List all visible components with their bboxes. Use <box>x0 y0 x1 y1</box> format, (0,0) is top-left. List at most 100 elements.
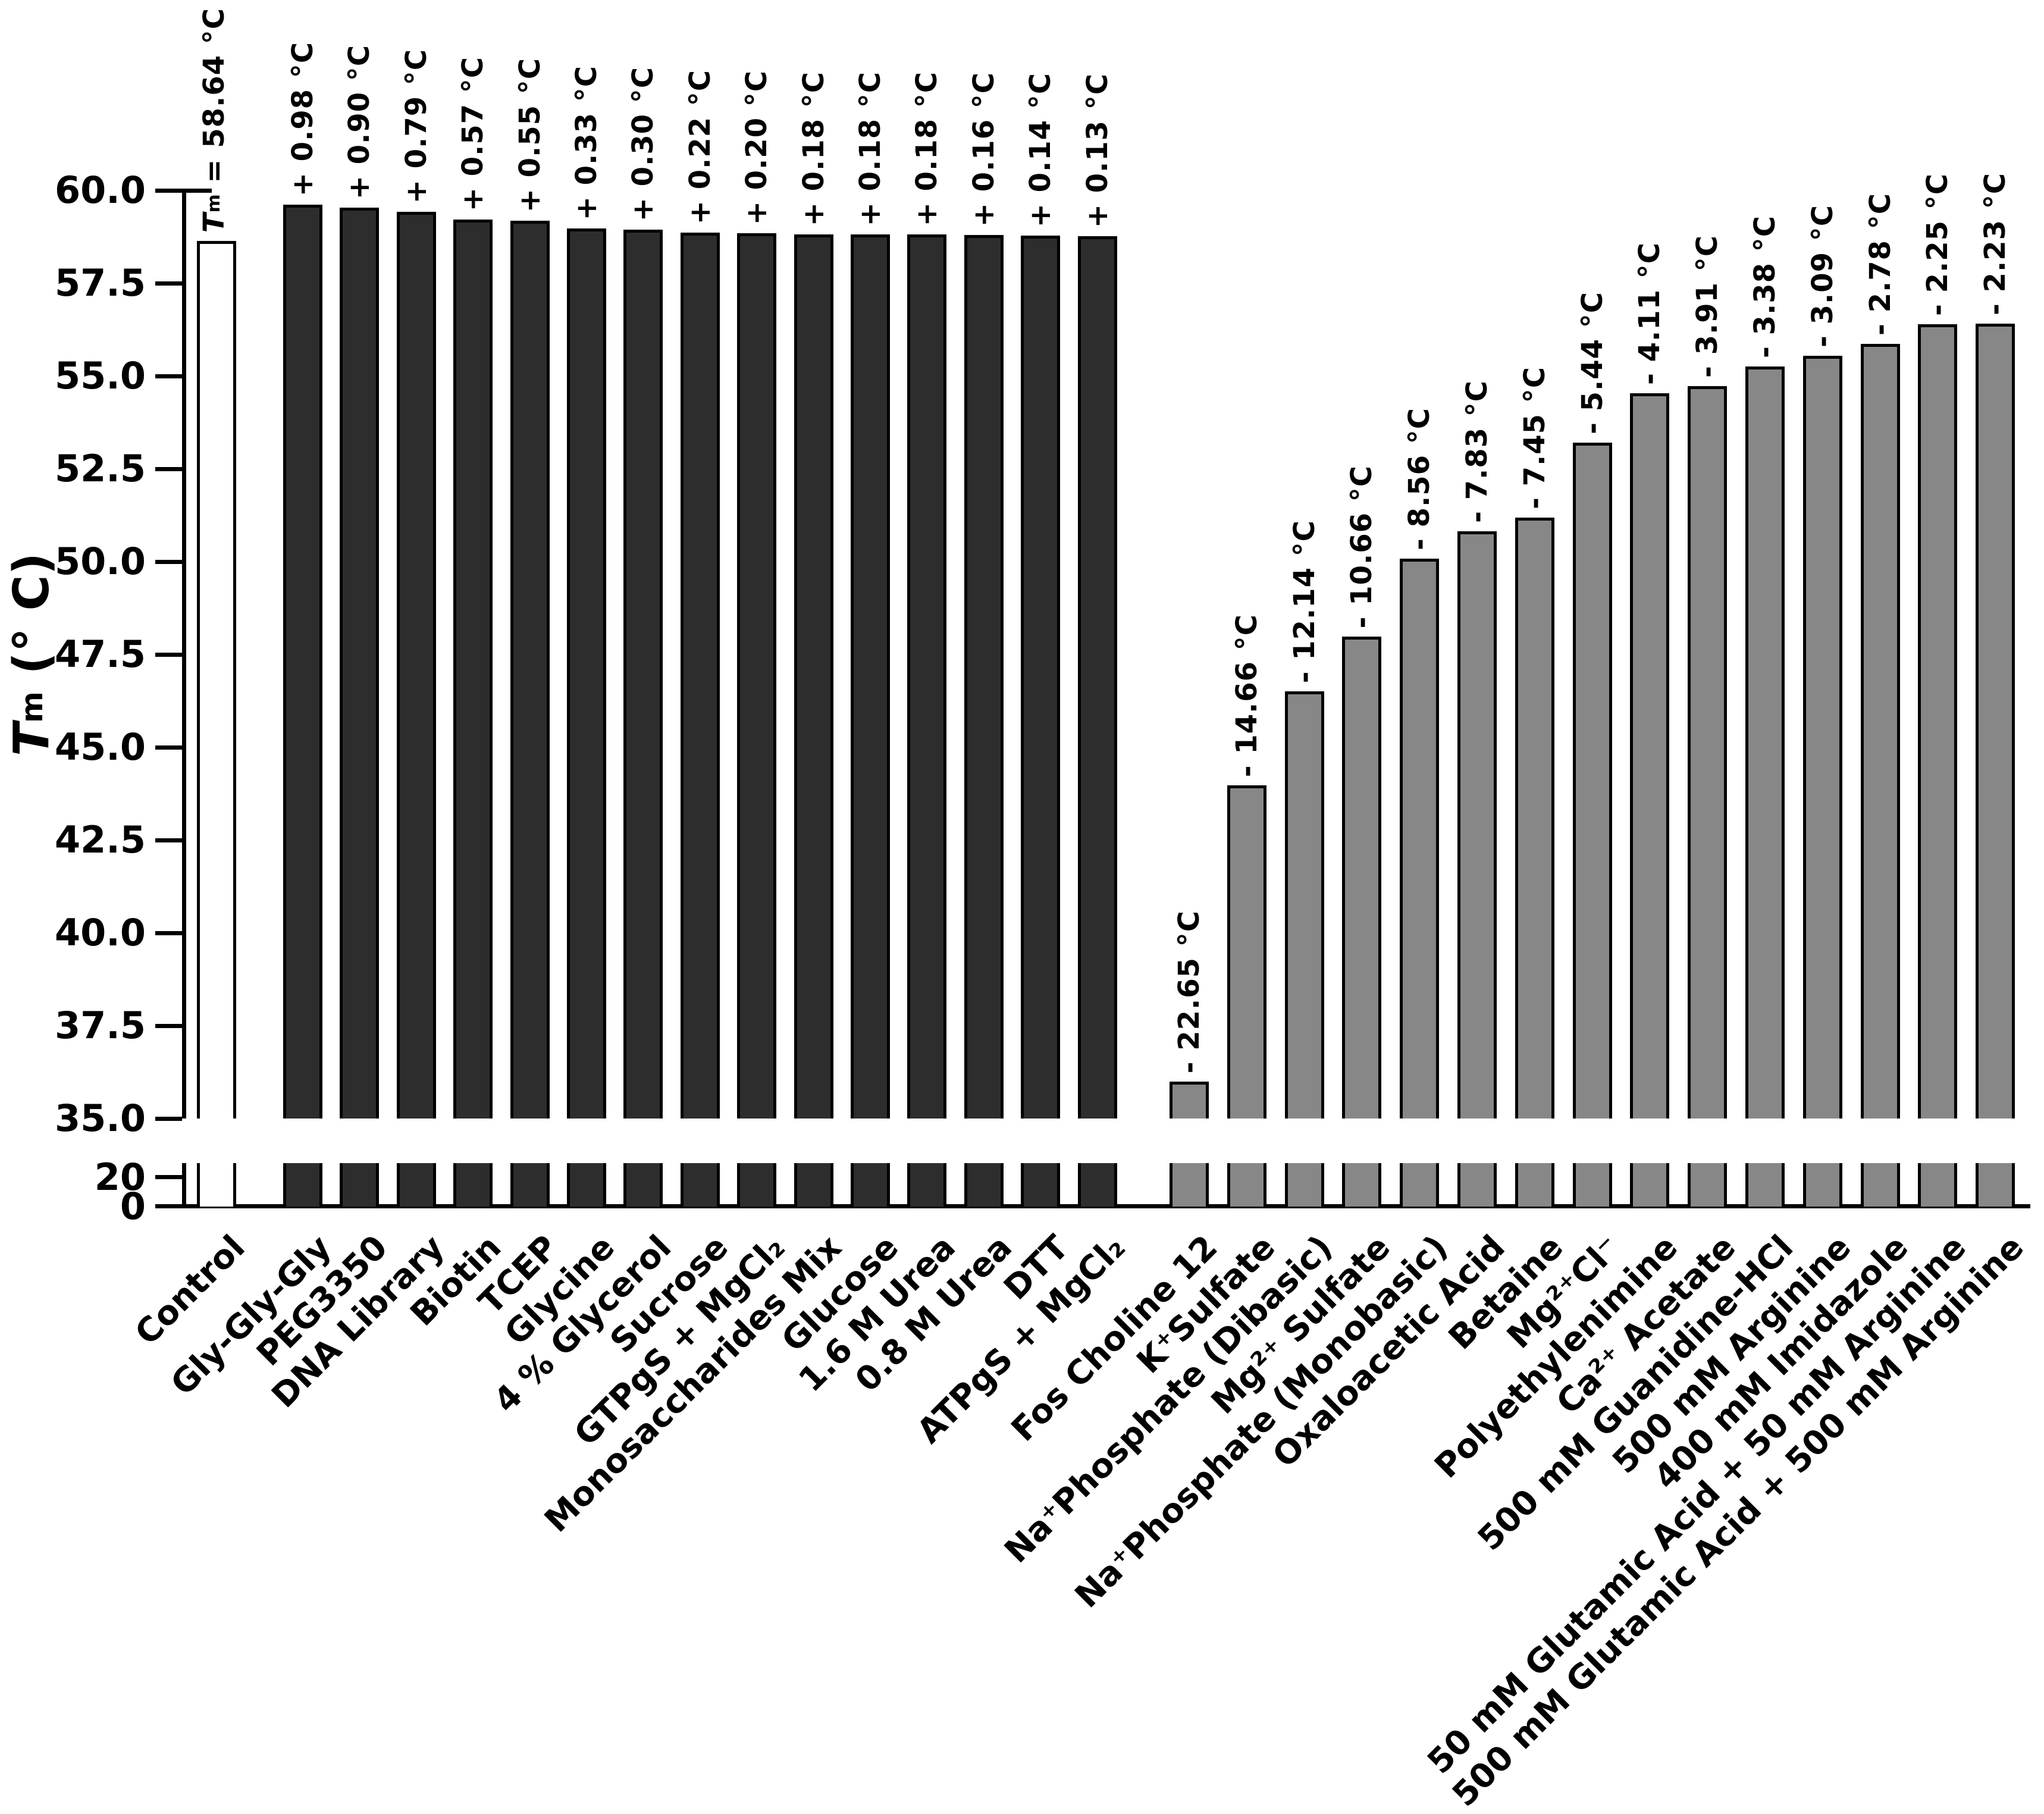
bar-value-label: - 12.14 °C <box>1287 519 1321 683</box>
bar-value-label: + 0.20 °C <box>740 70 774 225</box>
bar-lower-segment <box>453 1163 493 1207</box>
bar-lower-segment <box>851 1163 890 1207</box>
y-tick-label: 45.0 <box>55 725 146 769</box>
bar-value-label: + 0.18 °C <box>854 71 887 226</box>
bar-lower-segment <box>1021 1163 1060 1207</box>
bar-upper-segment <box>1573 443 1612 1119</box>
y-tick-label: 55.0 <box>55 354 146 397</box>
bar-value-label: + 0.57 °C <box>456 56 490 211</box>
y-tick-label: 35.0 <box>55 1096 146 1140</box>
bar-upper-segment <box>737 233 776 1119</box>
bar-value-label: + 0.33 °C <box>570 65 603 220</box>
bar-upper-segment <box>397 212 436 1119</box>
bar-upper-segment <box>1688 386 1727 1119</box>
control-tm-value: = 58.64 °C <box>197 7 231 194</box>
bar-upper-segment <box>1630 393 1669 1119</box>
bar-value-label: - 7.45 °C <box>1518 366 1551 509</box>
bar-upper-segment <box>1078 236 1117 1119</box>
bar-value-label: + 0.18 °C <box>797 71 830 226</box>
bar-upper-segment <box>567 228 606 1119</box>
bar-lower-segment <box>681 1163 720 1207</box>
bar-lower-segment <box>197 1163 236 1207</box>
bar-chart-figure: Tm (° C) Tm = 58.64 °C 60.0 57.5 55.0 52.5 5… <box>4 7 2031 1814</box>
y-tick <box>155 838 182 842</box>
bar-upper-segment <box>1342 637 1381 1119</box>
y-tick-label: 0 <box>120 1185 146 1228</box>
bar-lower-segment <box>1515 1163 1554 1207</box>
bar-lower-segment <box>1227 1163 1266 1207</box>
bar-upper-segment <box>1021 236 1060 1119</box>
bar-lower-segment <box>737 1163 776 1207</box>
bar-value-label: - 22.65 °C <box>1173 910 1206 1073</box>
y-tick-label: 40.0 <box>55 911 146 954</box>
bar-upper-segment <box>340 208 379 1119</box>
y-tick <box>155 560 182 564</box>
bar-lower-segment <box>1803 1163 1842 1207</box>
bar-upper-segment <box>681 233 720 1119</box>
bar-lower-segment <box>964 1163 1004 1207</box>
control-tm-subscript: m <box>203 193 224 213</box>
bar-value-label: - 3.91 °C <box>1691 235 1725 378</box>
bar-lower-segment <box>567 1163 606 1207</box>
bar-lower-segment <box>1170 1163 1209 1207</box>
control-tm-symbol: T <box>197 212 231 233</box>
bar-lower-segment <box>1400 1163 1439 1207</box>
bar-upper-segment <box>1803 356 1842 1119</box>
y-tick <box>155 931 182 935</box>
bar-value-label: + 0.30 °C <box>626 66 660 221</box>
bar-value-label: + 0.55 °C <box>513 57 547 212</box>
bar-value-label: - 4.11 °C <box>1633 242 1667 385</box>
bar-value-label: - 3.38 °C <box>1748 215 1782 358</box>
bar-upper-segment <box>1745 366 1785 1119</box>
bar-upper-segment <box>453 220 493 1119</box>
bar-lower-segment <box>1861 1163 1900 1207</box>
bar-upper-segment <box>510 221 550 1119</box>
bar-value-label: - 2.25 °C <box>1921 173 1955 316</box>
y-tick-label: 52.5 <box>55 447 146 490</box>
y-tick <box>155 189 182 193</box>
y-axis-top-cap <box>182 189 212 193</box>
y-tick-label: 60.0 <box>55 168 146 212</box>
y-axis-label-subscript: m <box>14 691 49 723</box>
bar-upper-segment <box>1515 518 1554 1119</box>
y-tick-label: 37.5 <box>55 1004 146 1047</box>
bar-upper-segment <box>1285 691 1324 1119</box>
bar-upper-segment <box>1227 785 1266 1119</box>
bar-value-label: - 3.09 °C <box>1805 205 1839 347</box>
bar-upper-segment <box>1457 531 1497 1119</box>
bar-upper-segment <box>907 234 946 1119</box>
bar-value-label: + 0.14 °C <box>1024 72 1058 227</box>
y-axis-lower-spine <box>182 1163 186 1207</box>
y-tick <box>155 1175 182 1180</box>
y-tick <box>155 1117 182 1121</box>
bar-lower-segment <box>1457 1163 1497 1207</box>
bar-upper-segment <box>1400 559 1439 1119</box>
bar-upper-segment <box>1170 1082 1209 1119</box>
bar-value-label: - 2.23 °C <box>1979 173 2012 315</box>
bar-value-label: - 14.66 °C <box>1230 613 1264 777</box>
bar-value-label: - 10.66 °C <box>1345 465 1379 628</box>
bar-upper-segment <box>283 205 322 1119</box>
bar-upper-segment <box>964 235 1004 1119</box>
bar-value-label: + 0.13 °C <box>1080 73 1114 228</box>
y-tick <box>155 281 182 286</box>
bar-lower-segment <box>283 1163 322 1207</box>
bar-lower-segment <box>1573 1163 1612 1207</box>
bar-value-label: + 0.16 °C <box>967 71 1001 227</box>
bar-value-label: + 0.90 °C <box>343 44 377 199</box>
y-tick-label: 42.5 <box>55 818 146 861</box>
bar-lower-segment <box>510 1163 550 1207</box>
y-tick <box>155 374 182 378</box>
y-tick <box>155 1204 182 1208</box>
bar-value-label: - 7.83 °C <box>1460 380 1494 523</box>
bar-value-label: + 0.98 °C <box>286 41 319 196</box>
bar-value-label: + 0.18 °C <box>910 71 944 226</box>
bar-lower-segment <box>1630 1163 1669 1207</box>
bar-upper-segment <box>1918 324 1957 1119</box>
bar-lower-segment <box>907 1163 946 1207</box>
bar-value-label: + 0.22 °C <box>683 69 717 224</box>
bar-value-label: - 5.44 °C <box>1575 292 1609 434</box>
bar-value-label: + 0.79 °C <box>399 48 433 203</box>
y-tick <box>155 1024 182 1028</box>
bar-upper-segment <box>794 234 833 1119</box>
